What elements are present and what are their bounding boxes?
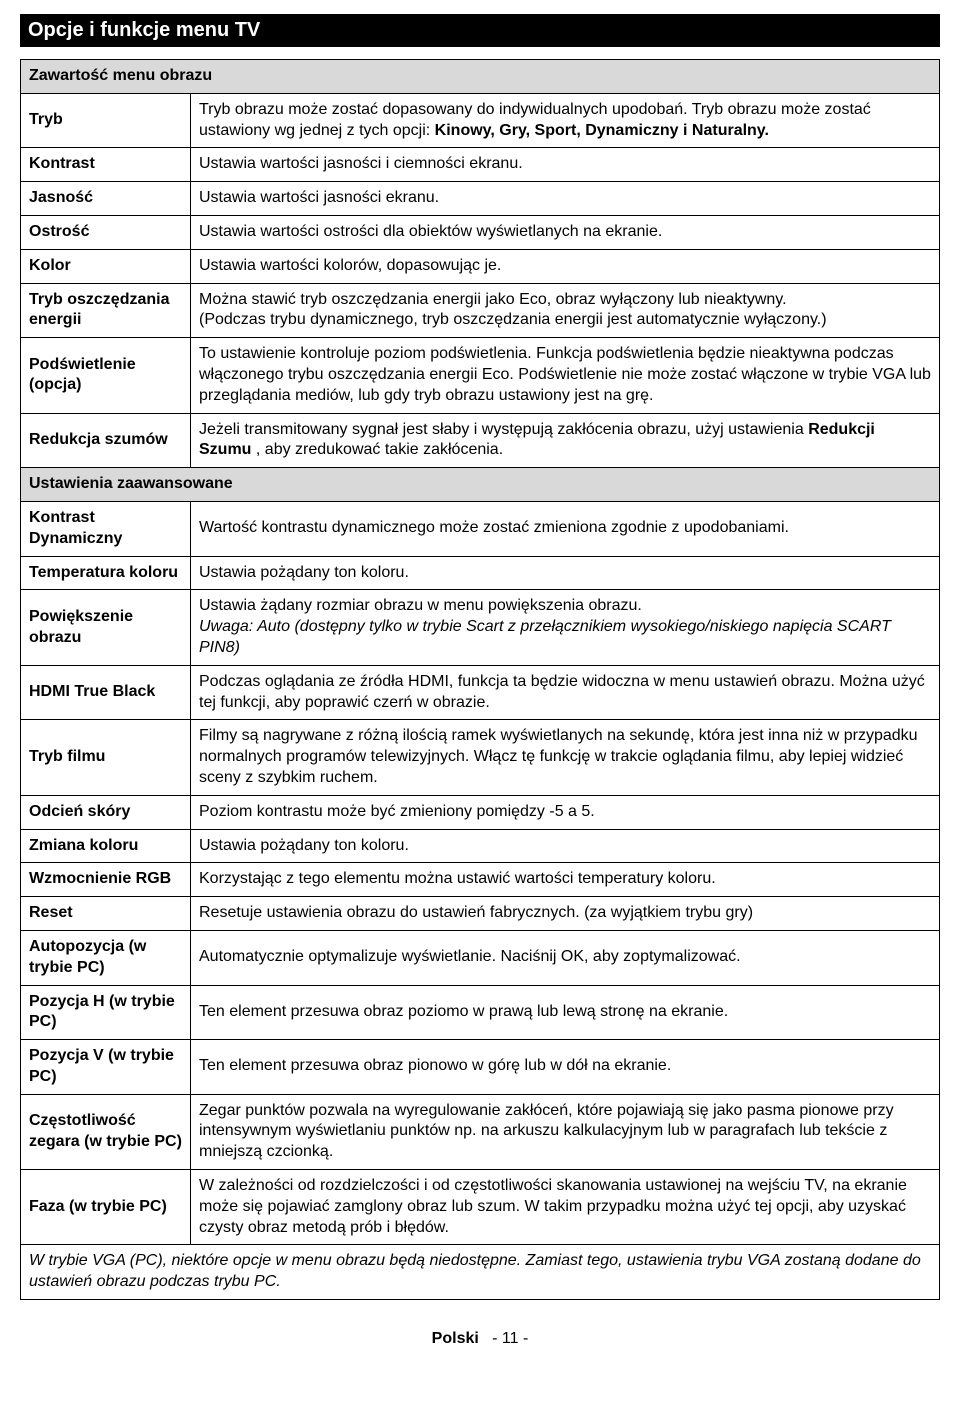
table-row: Temperatura koloru Ustawia pożądany ton … xyxy=(21,556,940,590)
table-row: Jasność Ustawia wartości jasności ekranu… xyxy=(21,182,940,216)
row-desc: Ustawia wartości jasności ekranu. xyxy=(191,182,940,216)
row-label: Wzmocnienie RGB xyxy=(21,863,191,897)
row-label: Podświetlenie (opcja) xyxy=(21,338,191,413)
table-row: Kontrast Dynamiczny Wartość kontrastu dy… xyxy=(21,501,940,556)
table-row: Autopozycja (w trybie PC) Automatycznie … xyxy=(21,930,940,985)
table-row: Faza (w trybie PC) W zależności od rozdz… xyxy=(21,1170,940,1245)
row-desc: Podczas oglądania ze źródła HDMI, funkcj… xyxy=(191,665,940,720)
row-desc: Ustawia pożądany ton koloru. xyxy=(191,829,940,863)
row-desc: Ustawia wartości jasności i ciemności ek… xyxy=(191,148,940,182)
row-desc: To ustawienie kontroluje poziom podświet… xyxy=(191,338,940,413)
row-desc: Jeżeli transmitowany sygnał jest słaby i… xyxy=(191,413,940,468)
row-desc: Ustawia wartości ostrości dla obiektów w… xyxy=(191,215,940,249)
table-row: Pozycja V (w trybie PC) Ten element prze… xyxy=(21,1040,940,1095)
settings-table: Zawartość menu obrazu Tryb Tryb obrazu m… xyxy=(20,59,940,1300)
row-label: Kolor xyxy=(21,249,191,283)
row-label: Pozycja V (w trybie PC) xyxy=(21,1040,191,1095)
row-label: Zmiana koloru xyxy=(21,829,191,863)
row-desc: Można stawić tryb oszczędzania energii j… xyxy=(191,283,940,338)
footer-page: - 11 - xyxy=(492,1330,528,1347)
row-desc: Ten element przesuwa obraz poziomo w pra… xyxy=(191,985,940,1040)
row-desc: Zegar punktów pozwala na wyregulowanie z… xyxy=(191,1094,940,1169)
row-label: Tryb xyxy=(21,93,191,148)
table-row: Wzmocnienie RGB Korzystając z tego eleme… xyxy=(21,863,940,897)
row-desc: Automatycznie optymalizuje wyświetlanie.… xyxy=(191,930,940,985)
table-row: Redukcja szumów Jeżeli transmitowany syg… xyxy=(21,413,940,468)
row-label: Odcień skóry xyxy=(21,795,191,829)
table-row: Reset Resetuje ustawienia obrazu do usta… xyxy=(21,897,940,931)
row-label: Ostrość xyxy=(21,215,191,249)
row-label: HDMI True Black xyxy=(21,665,191,720)
page-footer: Polski - 11 - xyxy=(20,1330,940,1348)
table-row: Kontrast Ustawia wartości jasności i cie… xyxy=(21,148,940,182)
page-title: Opcje i funkcje menu TV xyxy=(20,14,940,47)
row-desc: Resetuje ustawienia obrazu do ustawień f… xyxy=(191,897,940,931)
table-row: Pozycja H (w trybie PC) Ten element prze… xyxy=(21,985,940,1040)
table-row: Tryb oszczędzania energii Można stawić t… xyxy=(21,283,940,338)
row-label: Reset xyxy=(21,897,191,931)
row-desc: Tryb obrazu może zostać dopasowany do in… xyxy=(191,93,940,148)
table-row: Zmiana koloru Ustawia pożądany ton kolor… xyxy=(21,829,940,863)
footnote-row: W trybie VGA (PC), niektóre opcje w menu… xyxy=(21,1245,940,1300)
row-desc: Ustawia wartości kolorów, dopasowując je… xyxy=(191,249,940,283)
row-label: Kontrast xyxy=(21,148,191,182)
row-label: Temperatura koloru xyxy=(21,556,191,590)
table-row: Podświetlenie (opcja) To ustawienie kont… xyxy=(21,338,940,413)
table-row: Powiększenie obrazu Ustawia żądany rozmi… xyxy=(21,590,940,665)
row-label: Faza (w trybie PC) xyxy=(21,1170,191,1245)
table-row: Tryb Tryb obrazu może zostać dopasowany … xyxy=(21,93,940,148)
row-label: Autopozycja (w trybie PC) xyxy=(21,930,191,985)
table-row: Ostrość Ustawia wartości ostrości dla ob… xyxy=(21,215,940,249)
row-desc: Ten element przesuwa obraz pionowo w gór… xyxy=(191,1040,940,1095)
row-desc: Poziom kontrastu może być zmieniony pomi… xyxy=(191,795,940,829)
row-label: Tryb oszczędzania energii xyxy=(21,283,191,338)
section-header-2: Ustawienia zaawansowane xyxy=(21,468,940,502)
section-header-1: Zawartość menu obrazu xyxy=(21,60,940,94)
footer-lang: Polski xyxy=(432,1330,479,1347)
table-row: Kolor Ustawia wartości kolorów, dopasowu… xyxy=(21,249,940,283)
row-label: Jasność xyxy=(21,182,191,216)
row-label: Tryb filmu xyxy=(21,720,191,795)
row-label: Redukcja szumów xyxy=(21,413,191,468)
table-row: Częstotliwość zegara (w trybie PC) Zegar… xyxy=(21,1094,940,1169)
row-desc: W zależności od rozdzielczości i od częs… xyxy=(191,1170,940,1245)
row-desc: Ustawia pożądany ton koloru. xyxy=(191,556,940,590)
row-label: Częstotliwość zegara (w trybie PC) xyxy=(21,1094,191,1169)
row-desc: Korzystając z tego elementu można ustawi… xyxy=(191,863,940,897)
row-label: Powiększenie obrazu xyxy=(21,590,191,665)
row-desc: Filmy są nagrywane z różną ilością ramek… xyxy=(191,720,940,795)
row-label: Pozycja H (w trybie PC) xyxy=(21,985,191,1040)
table-row: HDMI True Black Podczas oglądania ze źró… xyxy=(21,665,940,720)
row-label: Kontrast Dynamiczny xyxy=(21,501,191,556)
table-row: Odcień skóry Poziom kontrastu może być z… xyxy=(21,795,940,829)
row-desc: Ustawia żądany rozmiar obrazu w menu pow… xyxy=(191,590,940,665)
footnote: W trybie VGA (PC), niektóre opcje w menu… xyxy=(21,1245,940,1300)
row-desc: Wartość kontrastu dynamicznego może zost… xyxy=(191,501,940,556)
table-row: Tryb filmu Filmy są nagrywane z różną il… xyxy=(21,720,940,795)
